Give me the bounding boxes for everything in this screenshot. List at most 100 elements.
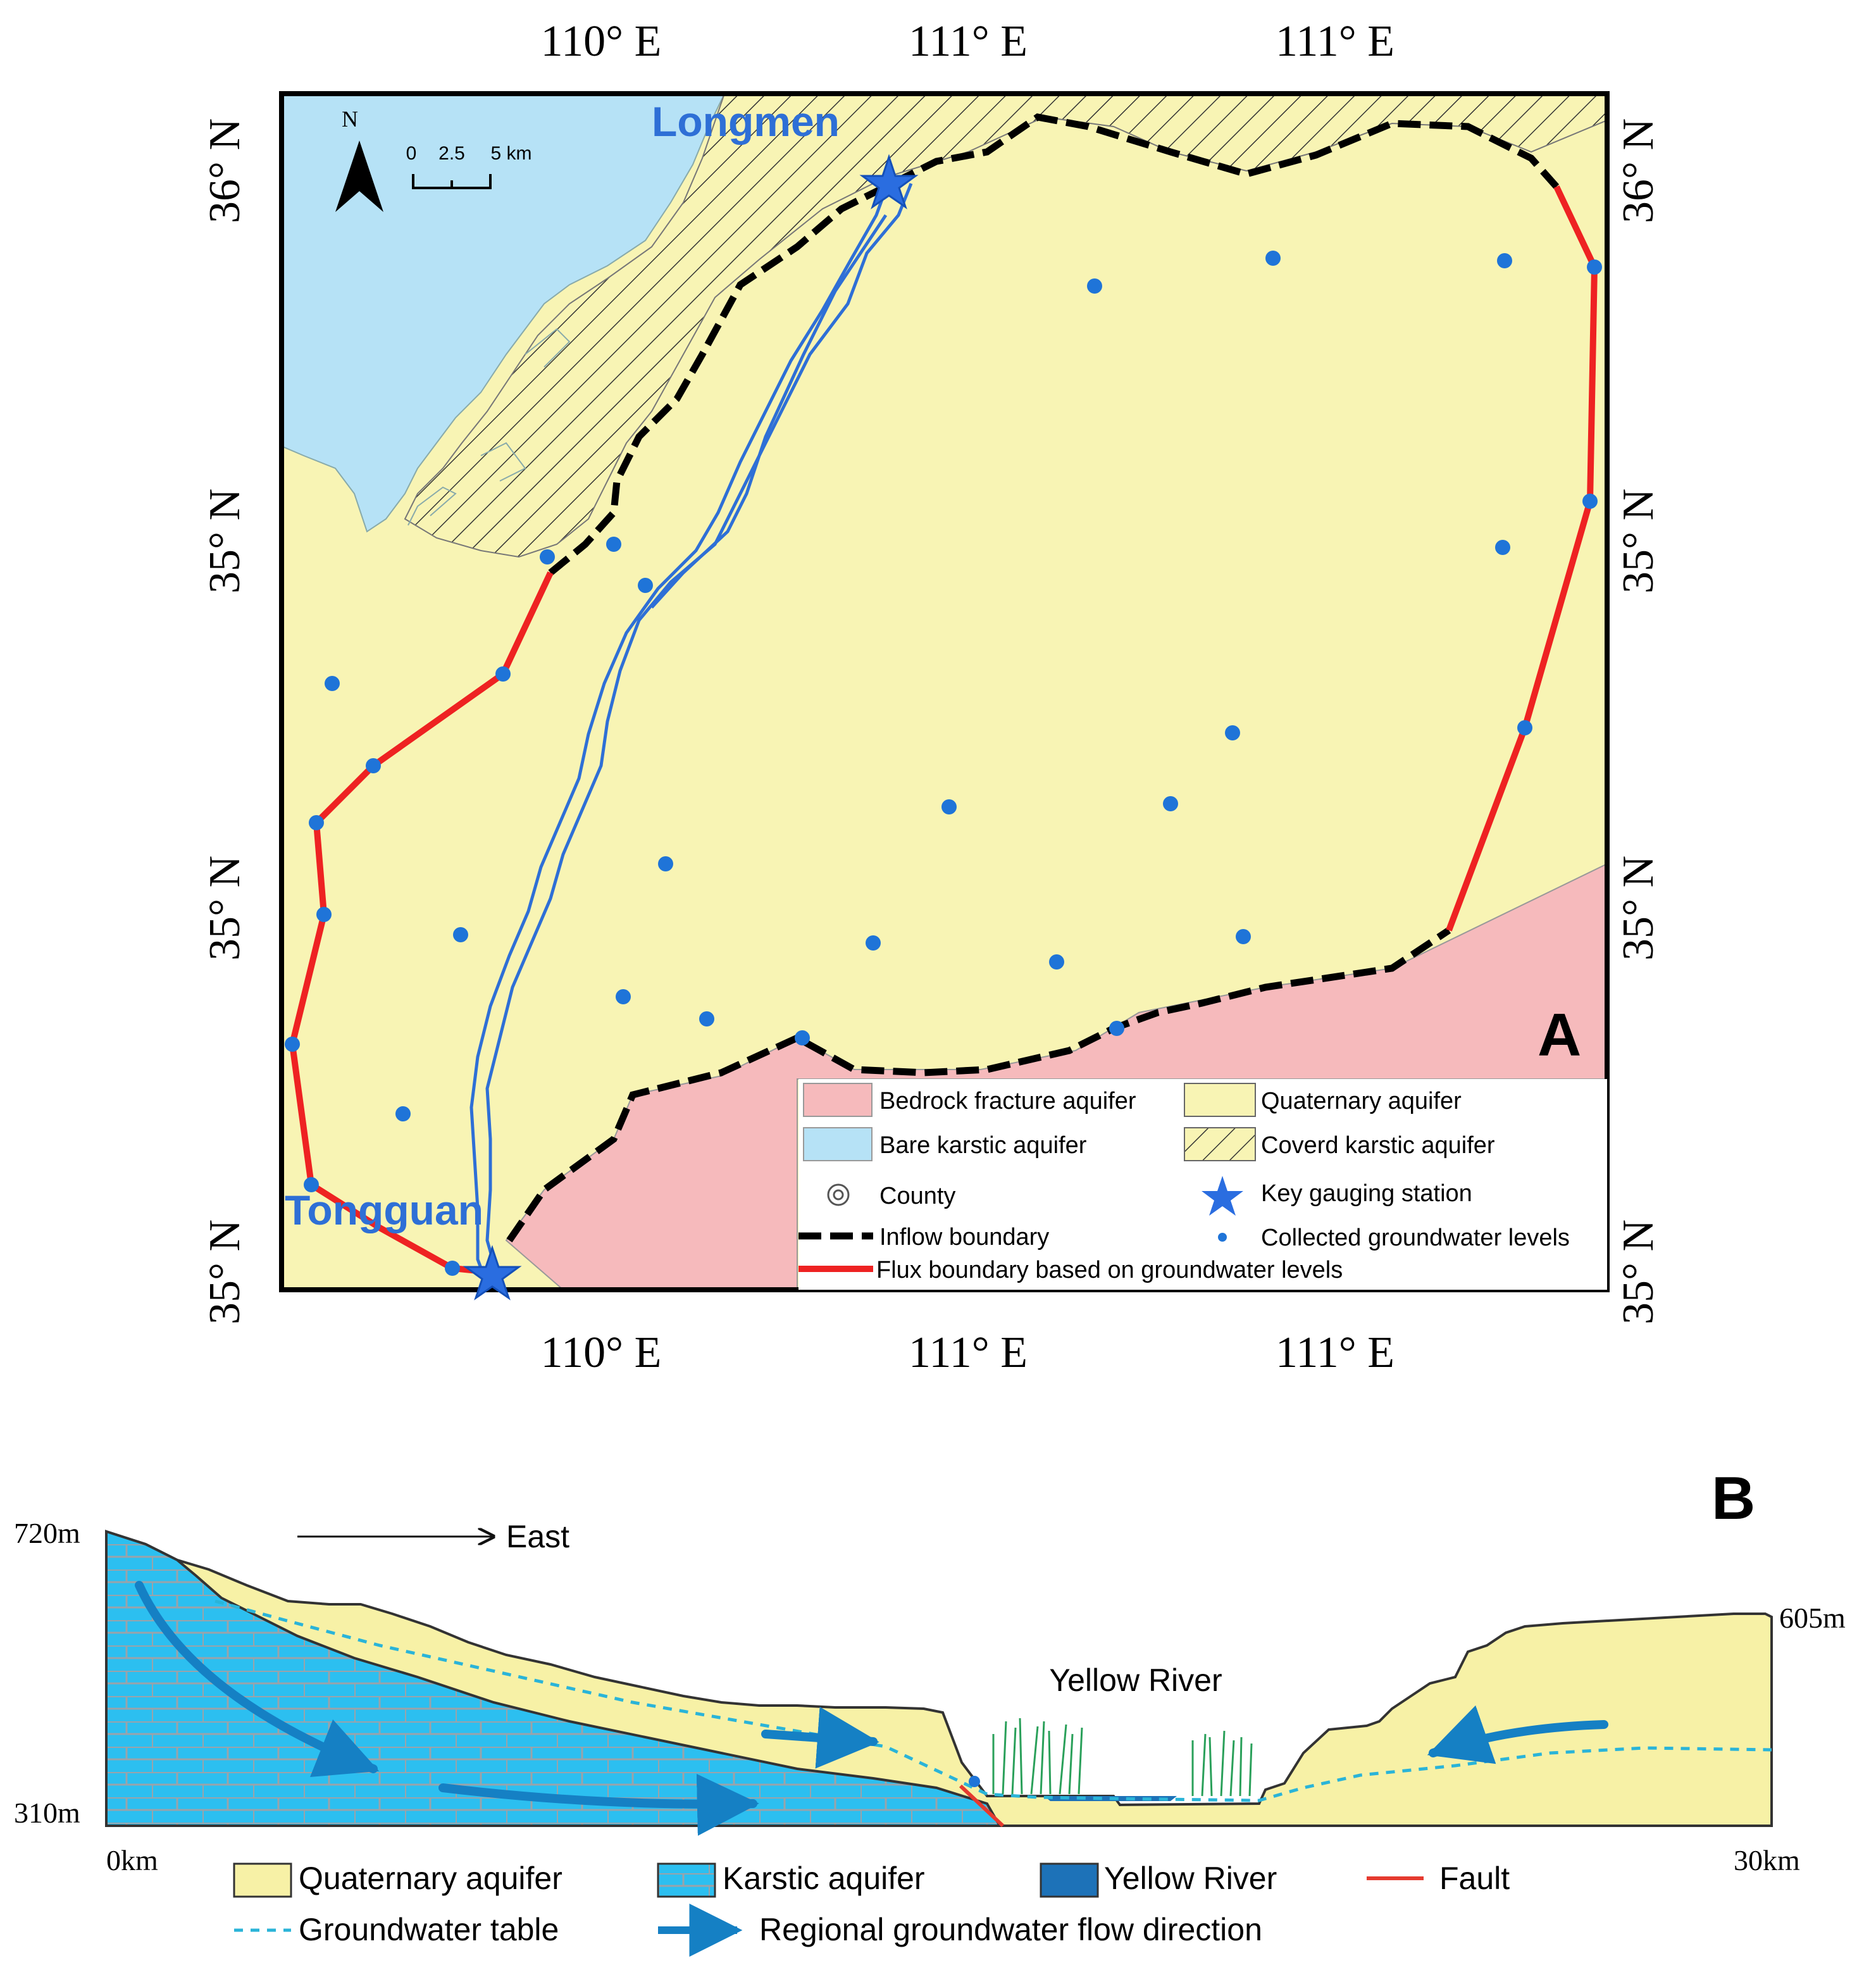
- groundwater-well-6: [606, 537, 621, 552]
- flow-arrow-east-side: [1427, 1705, 1608, 1764]
- groundwater-well-4: [1587, 259, 1602, 275]
- right-tick-2: 35° N: [1614, 489, 1663, 594]
- left-tick-4: 35° N: [201, 1220, 249, 1325]
- left-ticks: 36° N 35° N 35° N 35° N: [201, 118, 249, 1325]
- bottom-tick-3: 111° E: [1276, 1328, 1395, 1377]
- groundwater-well-1: [1087, 278, 1102, 294]
- longmen-station-star: [859, 154, 919, 209]
- elevation-top: 720m: [14, 1517, 80, 1549]
- top-tick-2: 111° E: [909, 17, 1028, 66]
- bottom-tick-2: 111° E: [909, 1328, 1028, 1377]
- legend-gauging: Key gauging station: [1261, 1180, 1472, 1207]
- groundwater-well-26: [795, 1030, 810, 1045]
- scale-label-2-5: 2.5: [438, 143, 465, 164]
- section-legend: Quaternary aquifer Karstic aquifer Yello…: [233, 1861, 1510, 1957]
- groundwater-well-24: [616, 989, 631, 1004]
- panel-b-label: B: [1711, 1464, 1755, 1532]
- right-tick-1: 36° N: [1614, 118, 1663, 223]
- legend-flux: Flux boundary based on groundwater level…: [876, 1257, 1343, 1283]
- legend-collected: Collected groundwater levels: [1261, 1225, 1570, 1251]
- flux-boundary-west: [289, 571, 554, 1275]
- legend-b-fault: Fault: [1439, 1861, 1510, 1896]
- scale-label-0: 0: [406, 143, 417, 164]
- groundwater-well-11: [495, 666, 511, 682]
- inflow-boundary-north: [548, 113, 1560, 576]
- groundwater-well-29: [395, 1106, 411, 1121]
- legend-swatch-covered-karst: [1184, 1127, 1256, 1161]
- legend-covered-karst: Coverd karstic aquifer: [1261, 1132, 1495, 1159]
- groundwater-well-12: [366, 758, 381, 773]
- county-symbol-icon: [827, 1183, 850, 1206]
- groundwater-well-18: [658, 856, 673, 871]
- map-legend: Bedrock fracture aquifer Quaternary aqui…: [798, 1079, 1607, 1290]
- groundwater-well-10: [325, 676, 340, 691]
- groundwater-well-27: [1109, 1021, 1124, 1036]
- groundwater-well-21: [866, 935, 881, 951]
- legend-bare-karst: Bare karstic aquifer: [879, 1132, 1087, 1159]
- north-arrow: N: [335, 106, 383, 212]
- station-label-longmen: Longmen: [652, 98, 840, 145]
- scale-bar: 0 2.5 5 km: [406, 143, 532, 189]
- groundwater-well-9: [1582, 494, 1598, 509]
- legend-swatch-karst: [657, 1862, 716, 1898]
- right-ticks: 36° N 35° N 35° N 35° N: [1614, 118, 1663, 1325]
- groundwater-well-23: [1049, 954, 1064, 970]
- section-well-dot: [969, 1776, 980, 1787]
- left-tick-1: 36° N: [201, 118, 249, 223]
- groundwater-well-28: [285, 1037, 300, 1052]
- groundwater-well-15: [309, 815, 324, 830]
- legend-b-flow: Regional groundwater flow direction: [759, 1912, 1262, 1947]
- inflow-boundary-south: [506, 927, 1451, 1243]
- groundwater-well-3: [1497, 253, 1512, 268]
- distance-end: 30km: [1734, 1844, 1800, 1876]
- legend-swatch-quaternary: [1184, 1083, 1256, 1117]
- legend-quaternary: Quaternary aquifer: [1261, 1088, 1462, 1114]
- bare-karstic-aquifer-area: [282, 94, 726, 533]
- panel-b-cross-section: B East Yellow River 720m 310m: [14, 1464, 1846, 1957]
- legend-inflow: Inflow boundary: [879, 1224, 1049, 1251]
- scale-label-5km: 5 km: [490, 143, 531, 164]
- panel-a-map: Longmen Tongguan N 0 2.5 5 km A 110° E 1…: [201, 17, 1663, 1377]
- tongguan-station-star: [463, 1245, 522, 1301]
- panel-a-label: A: [1537, 1001, 1581, 1069]
- legend-county: County: [879, 1183, 955, 1209]
- legend-b-karstic: Karstic aquifer: [723, 1861, 925, 1896]
- right-tick-4: 35° N: [1614, 1220, 1663, 1325]
- elevation-right: 605m: [1779, 1602, 1846, 1634]
- covered-karstic-aquifer-area: [404, 94, 1607, 558]
- river-label: Yellow River: [1049, 1662, 1222, 1698]
- distance-start: 0km: [106, 1844, 158, 1876]
- legend-swatch-quaternary-b: [233, 1862, 292, 1898]
- left-tick-2: 35° N: [201, 489, 249, 594]
- fault-line: [959, 1784, 1005, 1828]
- flow-arrow-descending: [135, 1581, 380, 1778]
- flow-arrow-quaternary: [761, 1706, 879, 1769]
- groundwater-well-14: [1517, 720, 1532, 735]
- reeds-icon: [992, 1718, 1253, 1797]
- legend-b-yellow-river: Yellow River: [1104, 1861, 1277, 1896]
- groundwater-well-25: [699, 1011, 714, 1026]
- groundwater-well-5: [540, 549, 555, 565]
- groundwater-well-2: [1265, 251, 1281, 266]
- gauging-star-icon: [1202, 1176, 1243, 1216]
- groundwater-well-17: [1163, 796, 1178, 811]
- legend-swatch-bedrock: [803, 1083, 873, 1117]
- top-ticks: 110° E 111° E 111° E: [541, 17, 1395, 66]
- left-tick-3: 35° N: [201, 856, 249, 961]
- groundwater-flow-arrows: [135, 1581, 1608, 1836]
- top-tick-1: 110° E: [541, 17, 662, 66]
- groundwater-well-31: [445, 1261, 460, 1276]
- flow-arrow-karst: [438, 1773, 759, 1836]
- groundwater-well-16: [941, 799, 957, 814]
- coastline-detail: [407, 328, 571, 526]
- bottom-tick-1: 110° E: [541, 1328, 662, 1377]
- bottom-ticks: 110° E 111° E 111° E: [541, 1328, 1395, 1377]
- legend-well-dot: [1218, 1233, 1227, 1242]
- groundwater-well-22: [1236, 929, 1251, 944]
- legend-swatch-bare-karst: [803, 1127, 873, 1161]
- east-label: East: [506, 1519, 569, 1554]
- elevation-bottom: 310m: [14, 1797, 80, 1829]
- legend-b-quaternary: Quaternary aquifer: [299, 1861, 562, 1896]
- groundwater-well-7: [638, 578, 653, 593]
